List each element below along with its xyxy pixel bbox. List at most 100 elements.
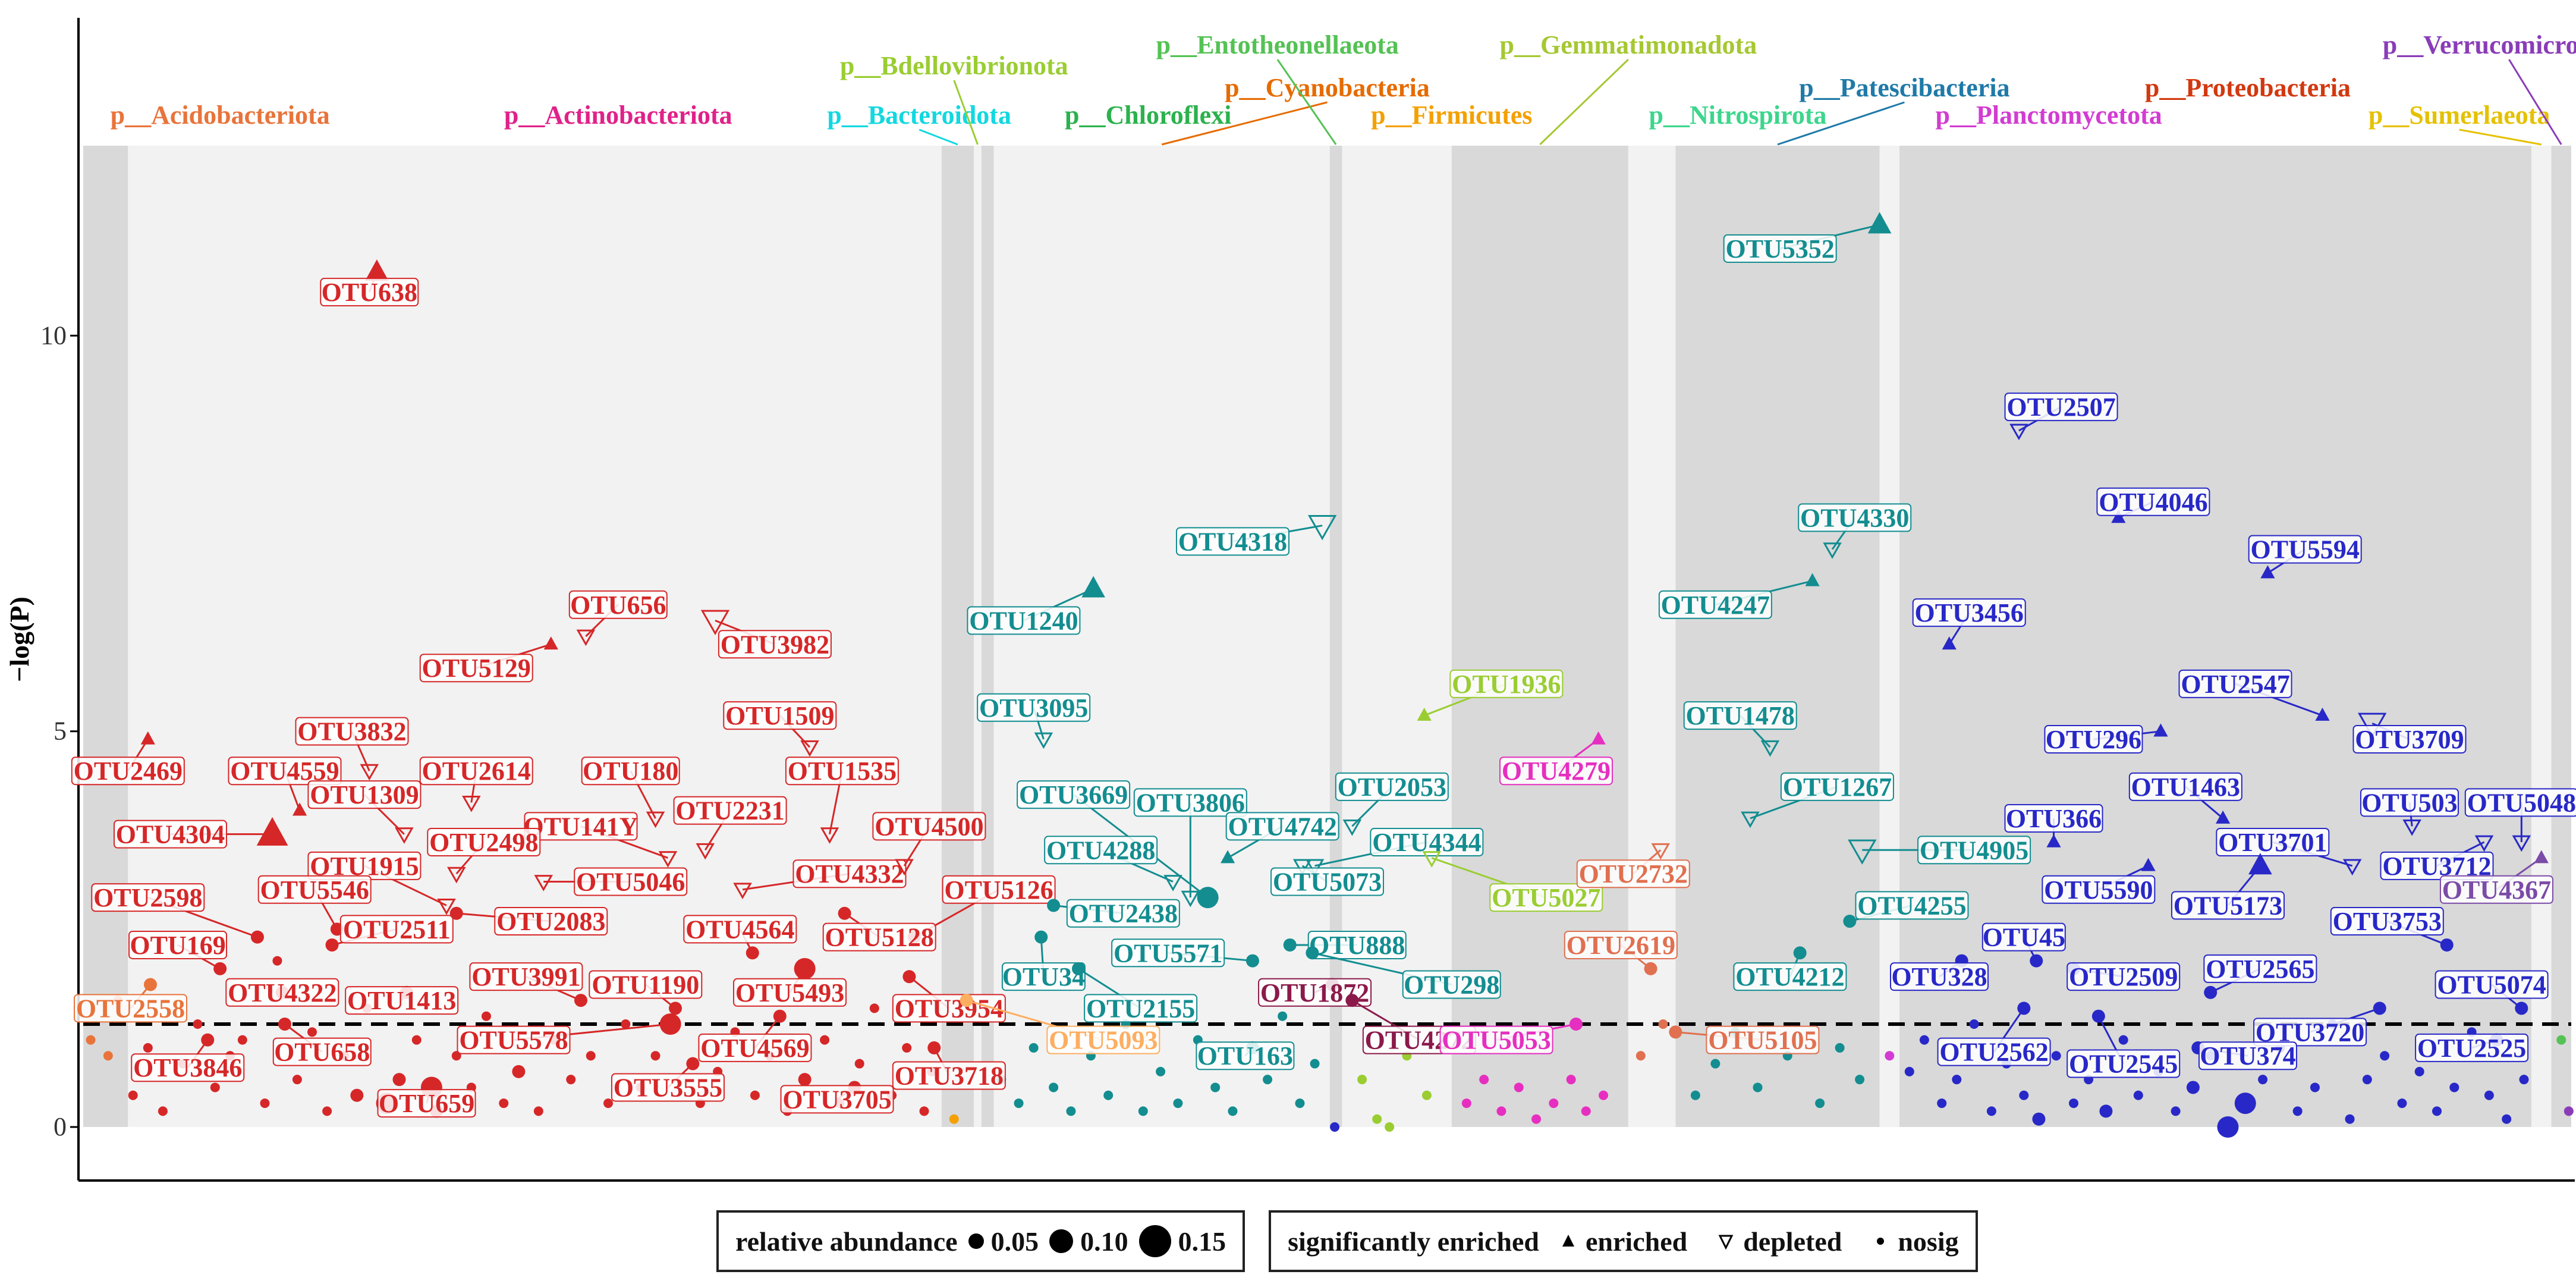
label-box	[320, 278, 419, 307]
point-marker	[1263, 1075, 1273, 1085]
otu-label: OTU2598	[93, 883, 202, 912]
depleted-marker	[2402, 819, 2421, 836]
enriched-marker	[2141, 858, 2156, 871]
otu-label: OTU4332	[795, 859, 904, 889]
point-marker	[566, 1075, 576, 1085]
otu-label: OTU4304	[116, 820, 225, 849]
point-marker	[2099, 1104, 2113, 1118]
otu-label: OTU4569	[700, 1034, 809, 1063]
point-marker	[2502, 1114, 2512, 1124]
enriched-marker	[2153, 723, 2168, 737]
enriched-marker	[2111, 510, 2126, 523]
point-marker	[1138, 1106, 1148, 1116]
label-box	[1658, 590, 1772, 619]
otu-label: OTU2558	[76, 994, 185, 1023]
point-marker	[746, 946, 759, 960]
point-marker	[1835, 1043, 1845, 1053]
point-marker	[869, 1003, 879, 1013]
label-box	[2067, 1049, 2181, 1078]
label-box	[307, 780, 422, 809]
otu-label: OTU2547	[2181, 670, 2289, 699]
phylum-band	[941, 146, 974, 1127]
otu-label: OTU374	[2200, 1041, 2295, 1070]
otu-label: OTU2507	[2006, 393, 2115, 422]
label-box	[792, 859, 907, 889]
phylum-label: p__Verrucomicrobiota	[2383, 30, 2576, 59]
significance-legend: significantly enriched enriched depleted…	[1269, 1210, 1978, 1272]
otu-label: OTU5590	[2044, 875, 2153, 905]
depleted-marker	[1305, 859, 1325, 876]
legends: relative abundance 0.05 0.10 0.15 signif…	[716, 1210, 1978, 1277]
significance-legend-item: depleted	[1716, 1226, 1842, 1257]
phylum-leader-line	[1161, 101, 1328, 146]
point-marker	[854, 1059, 864, 1069]
otu-label: OTU1463	[2131, 773, 2240, 802]
label-box	[673, 796, 787, 825]
label-box	[1084, 994, 1198, 1023]
point-marker	[1461, 1098, 1471, 1109]
y-axis-title: −log(P)	[4, 597, 34, 682]
label-box	[942, 875, 1056, 904]
otu-label: OTU4255	[1857, 891, 1966, 920]
otu-label: OTU34	[1002, 962, 1085, 991]
depleted-marker	[1823, 542, 1842, 559]
label-box	[568, 590, 668, 619]
depleted-marker	[1760, 740, 1780, 757]
point-marker	[1855, 1075, 1865, 1085]
otu-label: OTU3701	[2218, 828, 2327, 857]
small-dot-icon	[1877, 1238, 1885, 1245]
point-marker	[350, 1088, 364, 1102]
enriched-marker	[2315, 707, 2330, 721]
label-box	[574, 867, 688, 896]
label-box	[822, 922, 936, 952]
medium-dot-icon	[1049, 1229, 1074, 1253]
enriched-label: enriched	[1586, 1226, 1688, 1257]
label-box	[1733, 962, 1847, 991]
label-box	[581, 756, 680, 786]
enriched-marker	[256, 817, 288, 846]
point-marker	[1904, 1066, 1914, 1076]
label-box	[524, 812, 638, 841]
point-marker	[1072, 962, 1085, 975]
point-marker	[1103, 1090, 1114, 1100]
otu-label: OTU659	[379, 1089, 474, 1118]
point-marker	[2515, 1002, 2528, 1015]
depleted-marker	[895, 859, 914, 876]
point-marker	[2118, 1035, 2128, 1045]
otu-label: OTU5048	[2467, 788, 2576, 817]
otu-label: OTU328	[1891, 962, 1987, 991]
otu-label: OTU4905	[1920, 836, 2028, 865]
label-box	[1706, 1025, 1820, 1054]
phylum-labels: p__Acidobacteriota p__Actinobacteriota p__…	[111, 30, 2576, 146]
point-marker	[2362, 1075, 2372, 1085]
otu-label: OTU3718	[895, 1062, 1004, 1091]
otu-label: OTU4367	[2442, 875, 2551, 905]
label-box	[2178, 669, 2292, 698]
otu-label: OTU1240	[969, 606, 1078, 635]
point-marker	[1421, 1090, 1432, 1100]
small-dot-icon	[968, 1233, 984, 1249]
label-box	[1937, 1037, 2051, 1066]
otu-label: OTU2469	[74, 756, 183, 786]
point-marker	[193, 1019, 203, 1029]
point-marker	[798, 1073, 812, 1087]
phylum-leader-line	[2459, 128, 2542, 146]
point-marker	[2186, 1081, 2200, 1094]
point-marker	[1496, 1106, 1506, 1116]
depleted-marker	[820, 827, 839, 844]
otu-label: OTU1535	[788, 756, 897, 786]
phylum-label: p__Gemmatimonadota	[1500, 30, 1757, 59]
point-marker	[158, 1106, 168, 1116]
label-box	[2248, 535, 2362, 564]
label-box	[1017, 780, 1131, 809]
phylum-label: p__Actinobacteriota	[504, 101, 732, 130]
enriched-marker	[543, 636, 558, 650]
point-marker	[2258, 1075, 2268, 1085]
point-marker	[1197, 887, 1219, 909]
label-box	[1912, 598, 2026, 627]
point-marker	[128, 1090, 138, 1100]
point-marker	[1310, 1059, 1320, 1069]
phylum-band	[1628, 146, 1676, 1127]
otu-label: OTU3705	[782, 1085, 891, 1114]
